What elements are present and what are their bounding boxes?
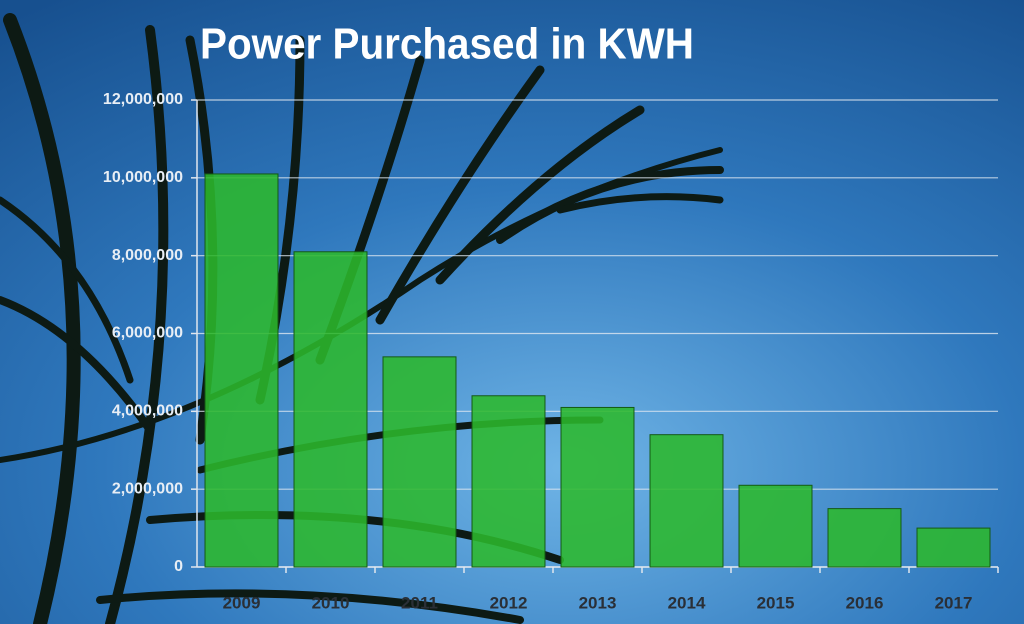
x-tick-label: 2009 [223,593,261,612]
x-tick-label: 2010 [312,593,350,612]
bar [738,484,813,568]
bar [293,251,368,568]
y-tick-label: 10,000,000 [103,169,183,186]
x-tick-label: 2011 [401,593,438,612]
bar [560,406,635,568]
bar [471,395,546,568]
x-tick-label: 2012 [490,593,528,612]
bar [204,173,279,568]
x-tick-label: 2017 [935,593,973,612]
y-tick-label: 2,000,000 [112,480,183,497]
x-tick-label: 2015 [757,593,795,612]
y-tick-label: 0 [174,558,183,575]
y-tick-label: 6,000,000 [112,325,183,342]
x-tick-label: 2014 [668,593,706,612]
y-tick-label: 12,000,000 [103,91,183,108]
bar [382,356,457,568]
x-tick-label: 2013 [579,593,617,612]
y-tick-label: 8,000,000 [112,247,183,264]
chart-title: Power Purchased in KWH [200,20,694,69]
y-tick-label: 4,000,000 [112,403,183,420]
x-tick-label: 2016 [846,593,884,612]
bar [827,508,902,568]
bar [649,434,724,568]
bar [916,527,991,568]
